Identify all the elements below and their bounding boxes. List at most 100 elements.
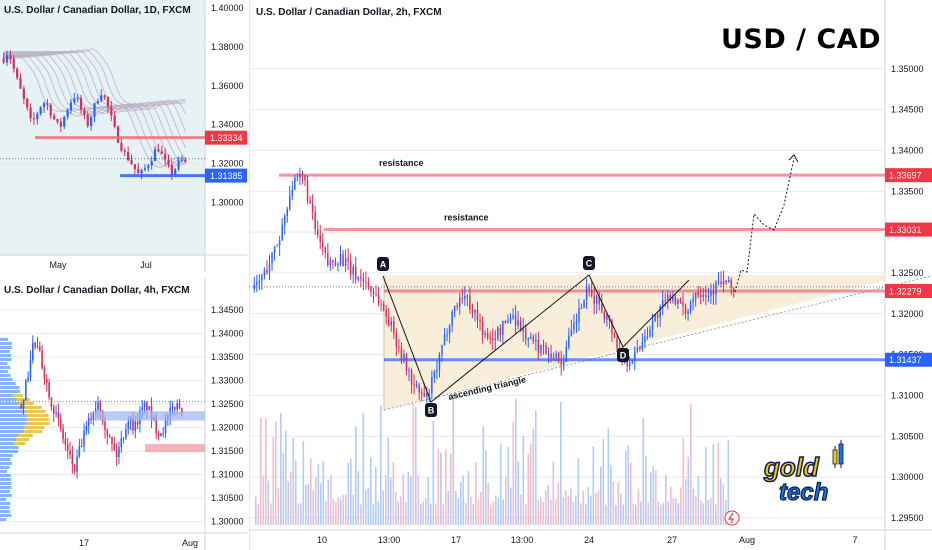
volume-bar xyxy=(315,477,317,525)
volume-bar xyxy=(467,471,470,525)
candle-body xyxy=(273,246,276,253)
volume-bar xyxy=(440,452,442,525)
candle-body xyxy=(94,409,97,413)
candle-body xyxy=(410,370,413,385)
candle-body xyxy=(261,275,263,281)
volume-bar xyxy=(285,430,287,525)
candle-body xyxy=(301,174,304,176)
candle-body xyxy=(590,289,593,296)
candle-body xyxy=(636,347,639,352)
candle-body xyxy=(32,117,36,120)
y-tick-label: 1.34500 xyxy=(891,105,924,115)
main-chart[interactable]: 1.350001.345001.340001.335001.330001.325… xyxy=(249,0,932,550)
candle-body xyxy=(150,161,153,166)
main-chart-panel[interactable]: 1.350001.345001.340001.335001.330001.325… xyxy=(249,0,932,550)
h4-chart[interactable]: 1.34500 1.34000 1.33500 1.33000 1.32500 1.320… xyxy=(0,278,247,550)
volume-profile-bar xyxy=(0,354,12,357)
candle-body xyxy=(677,299,679,305)
candle-body xyxy=(76,456,78,472)
volume-bar xyxy=(400,496,402,525)
volume-bar xyxy=(477,499,480,525)
candle-body xyxy=(57,412,60,419)
volume-bar xyxy=(627,445,630,525)
volume-bar xyxy=(597,490,600,525)
y-tick-label: 1.31000 xyxy=(891,390,924,400)
candle-body xyxy=(545,345,547,355)
flash-icon[interactable] xyxy=(724,510,740,526)
volume-bar xyxy=(655,470,657,525)
y-tick-label: 1.30500 xyxy=(891,431,924,441)
x-tick-label: Aug xyxy=(182,538,198,548)
volume-bar xyxy=(500,443,502,525)
candle-body xyxy=(489,337,491,339)
volume-profile-bar xyxy=(0,506,10,509)
candle-body xyxy=(727,280,730,283)
candle-body xyxy=(431,376,433,394)
candle-body xyxy=(659,306,661,318)
candle-body xyxy=(141,406,144,411)
volume-bar xyxy=(420,504,422,525)
y-tick-label: 1.32000 xyxy=(211,423,244,433)
candle-body xyxy=(327,252,329,266)
volume-bar xyxy=(617,482,620,525)
candle-body xyxy=(55,412,57,414)
y-tick-label: 1.34000 xyxy=(211,329,244,339)
x-tick-label: Aug xyxy=(739,535,755,545)
h4-chart-panel[interactable]: 1.34500 1.34000 1.33500 1.33000 1.32500 1.320… xyxy=(0,278,247,550)
volume-bar xyxy=(352,495,355,525)
candle-body xyxy=(176,403,178,410)
y-tick-label: 1.33500 xyxy=(211,352,244,362)
daily-chart[interactable]: 1.40000 1.38000 1.36000 1.34000 1.32000 1.300… xyxy=(0,0,247,272)
volume-bar xyxy=(452,393,455,525)
candle-body xyxy=(661,300,664,307)
point-marker-label: B xyxy=(428,406,435,416)
candle-body xyxy=(143,402,146,407)
daily-chart-panel[interactable]: 1.40000 1.38000 1.36000 1.34000 1.32000 1.300… xyxy=(0,0,247,272)
volume-bar xyxy=(455,491,457,525)
volume-profile-value-area xyxy=(12,394,24,397)
volume-profile-bar xyxy=(0,346,12,349)
volume-bar xyxy=(255,496,257,525)
candle-body xyxy=(512,315,514,318)
candle-body xyxy=(565,346,568,362)
volume-bar xyxy=(510,487,512,525)
volume-bar xyxy=(725,500,727,525)
resistance-zone xyxy=(145,444,205,453)
volume-profile-value-area xyxy=(22,406,42,409)
volume-profile-bar xyxy=(0,358,12,361)
volume-bar xyxy=(505,476,507,525)
candle-body xyxy=(601,303,603,312)
candle-body xyxy=(268,263,271,273)
x-tick-label: 13:00 xyxy=(378,535,401,545)
candle-body xyxy=(700,295,702,297)
candle-body xyxy=(29,359,32,378)
volume-bar xyxy=(715,504,717,525)
volume-profile-bar xyxy=(0,382,16,385)
volume-bar xyxy=(625,450,627,525)
volume-bar xyxy=(645,456,647,525)
volume-bar xyxy=(317,464,320,525)
candle-body xyxy=(164,153,167,160)
volume-bar xyxy=(640,501,642,525)
volume-bar xyxy=(680,487,682,525)
candle-body xyxy=(170,165,173,175)
volume-profile-bar xyxy=(0,502,11,505)
candle-body xyxy=(164,420,167,434)
candle-body xyxy=(80,446,83,448)
volume-bar xyxy=(632,503,635,525)
volume-bar xyxy=(410,476,412,525)
candle-body xyxy=(634,351,636,361)
candle-body xyxy=(178,403,181,409)
candle-body xyxy=(136,421,139,425)
candle-body xyxy=(519,320,522,332)
candle-body xyxy=(115,449,118,458)
x-tick-label: 7 xyxy=(852,535,857,545)
volume-profile-bar xyxy=(0,418,50,421)
volume-bar xyxy=(417,474,420,525)
candle-body xyxy=(137,168,140,174)
volume-bar xyxy=(460,481,462,525)
candle-body xyxy=(106,430,109,436)
volume-bar xyxy=(442,504,445,525)
candle-body xyxy=(266,269,268,273)
candle-body xyxy=(332,260,334,263)
